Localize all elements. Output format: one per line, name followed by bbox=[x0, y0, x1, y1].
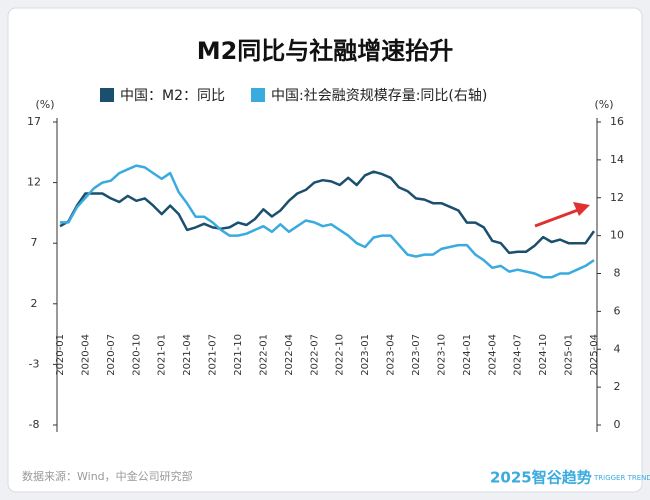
x-tick-label: 2024-04 bbox=[487, 334, 498, 376]
y2-tick-label: 8 bbox=[614, 267, 621, 280]
x-tick-label: 2020-01 bbox=[55, 334, 66, 376]
x-tick-label: 2023-01 bbox=[360, 334, 371, 376]
y-tick-label: 12 bbox=[27, 176, 41, 189]
legend-swatch bbox=[251, 88, 265, 102]
y2-tick-label: 2 bbox=[614, 380, 621, 393]
legend-swatch bbox=[100, 88, 114, 102]
x-tick-label: 2022-10 bbox=[335, 334, 346, 376]
x-tick-label: 2024-01 bbox=[462, 334, 473, 376]
x-tick-label: 2021-01 bbox=[157, 334, 168, 376]
series-line bbox=[60, 164, 595, 279]
y2-tick-label: 10 bbox=[610, 229, 624, 242]
y2-tick-label: 4 bbox=[614, 342, 621, 355]
x-tick-label: 2022-07 bbox=[309, 334, 320, 376]
y-tick-label: 2 bbox=[31, 297, 38, 310]
y2-tick-label: 16 bbox=[610, 115, 624, 128]
x-tick-label: 2024-07 bbox=[513, 334, 524, 376]
watermark: 2025智谷趋势 bbox=[490, 469, 592, 487]
series-line bbox=[59, 170, 596, 255]
x-tick-label: 2023-07 bbox=[411, 334, 422, 376]
x-tick-label: 2021-10 bbox=[233, 334, 244, 376]
watermark-sub: TRIGGER TREND bbox=[593, 474, 650, 482]
x-tick-label: 2025-04 bbox=[589, 334, 600, 376]
x-tick-label: 2023-10 bbox=[436, 334, 447, 376]
y2-tick-label: 14 bbox=[610, 153, 624, 166]
y2-tick-label: 12 bbox=[610, 191, 624, 204]
x-tick-label: 2021-04 bbox=[182, 334, 193, 376]
x-tick-label: 2022-04 bbox=[284, 334, 295, 376]
legend-label: 中国：M2：同比 bbox=[120, 88, 225, 104]
y-tick-label: -8 bbox=[29, 418, 40, 431]
legend-label: 中国:社会融资规模存量:同比(右轴) bbox=[271, 88, 487, 104]
source: 数据来源：Wind，中金公司研究部 bbox=[22, 469, 193, 483]
y-tick-label: -3 bbox=[29, 357, 40, 370]
y-unit: (%) bbox=[35, 98, 54, 111]
x-tick-label: 2024-10 bbox=[538, 334, 549, 376]
card bbox=[7, 7, 643, 493]
x-tick-label: 2022-01 bbox=[258, 334, 269, 376]
y2-tick-label: 0 bbox=[614, 418, 621, 431]
x-tick-label: 2020-07 bbox=[106, 334, 117, 376]
red-arrow bbox=[534, 202, 590, 228]
x-tick-label: 2020-04 bbox=[80, 334, 91, 376]
y-tick-label: 17 bbox=[27, 115, 41, 128]
x-tick-label: 2020-10 bbox=[131, 334, 142, 376]
x-tick-label: 2023-04 bbox=[386, 334, 397, 376]
x-tick-label: 2021-07 bbox=[208, 334, 219, 376]
y-tick-label: 7 bbox=[31, 236, 38, 249]
y2-unit: (%) bbox=[594, 98, 613, 111]
y2-tick-label: 6 bbox=[614, 304, 621, 317]
chart-title: M2同比与社融增速抬升 bbox=[197, 37, 454, 65]
x-tick-label: 2025-01 bbox=[564, 334, 575, 376]
